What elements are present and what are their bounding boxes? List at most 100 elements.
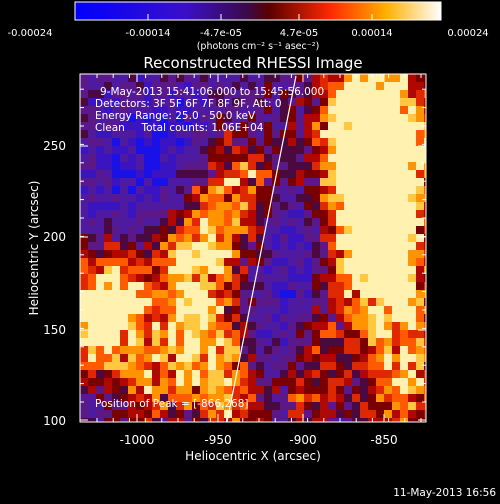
image-pixel <box>288 98 296 106</box>
image-pixel <box>232 90 240 98</box>
image-pixel <box>208 98 216 106</box>
image-pixel <box>296 114 304 122</box>
image-pixel <box>224 82 232 90</box>
image-pixel <box>392 98 400 106</box>
image-pixel <box>200 154 208 162</box>
image-pixel <box>392 274 400 282</box>
image-pixel <box>424 74 426 82</box>
image-pixel <box>136 242 144 250</box>
image-pixel <box>144 106 152 114</box>
image-pixel <box>344 418 352 422</box>
image-pixel <box>344 234 352 242</box>
image-pixel <box>256 418 264 422</box>
image-pixel <box>216 202 224 210</box>
image-pixel <box>288 138 296 146</box>
image-pixel <box>160 306 168 314</box>
image-pixel <box>392 90 400 98</box>
image-pixel <box>200 106 208 114</box>
image-pixel <box>384 282 392 290</box>
image-pixel <box>240 282 248 290</box>
image-pixel <box>384 338 392 346</box>
y-tick-label: 150 <box>43 323 66 337</box>
image-pixel <box>240 210 248 218</box>
image-pixel <box>200 146 208 154</box>
image-pixel <box>416 346 424 354</box>
info-clean: Clean Total counts: 1.06E+04 <box>95 122 264 134</box>
image-pixel <box>120 82 128 90</box>
image-pixel <box>288 130 296 138</box>
image-pixel <box>216 330 224 338</box>
image-pixel <box>88 74 96 82</box>
image-pixel <box>104 242 112 250</box>
image-pixel <box>144 394 152 402</box>
image-pixel <box>176 346 184 354</box>
image-pixel <box>304 154 312 162</box>
image-pixel <box>408 170 416 178</box>
image-pixel <box>160 186 168 194</box>
image-pixel <box>192 226 200 234</box>
image-pixel <box>272 370 280 378</box>
image-pixel <box>328 178 336 186</box>
image-pixel <box>360 218 368 226</box>
image-pixel <box>216 282 224 290</box>
image-pixel <box>112 410 120 418</box>
image-pixel <box>264 266 272 274</box>
image-pixel <box>112 186 120 194</box>
image-pixel <box>256 226 264 234</box>
image-pixel <box>320 114 328 122</box>
image-pixel <box>184 178 192 186</box>
image-pixel <box>248 138 256 146</box>
image-pixel <box>256 306 264 314</box>
image-pixel <box>152 122 160 130</box>
image-pixel <box>384 114 392 122</box>
image-pixel <box>184 386 192 394</box>
image-pixel <box>392 258 400 266</box>
image-pixel <box>368 290 376 298</box>
image-pixel <box>368 90 376 98</box>
image-pixel <box>184 218 192 226</box>
image-pixel <box>376 234 384 242</box>
image-pixel <box>152 298 160 306</box>
image-pixel <box>80 290 88 298</box>
image-pixel <box>184 370 192 378</box>
image-pixel <box>304 314 312 322</box>
image-pixel <box>392 338 400 346</box>
image-pixel <box>144 322 152 330</box>
image-pixel <box>368 234 376 242</box>
image-pixel <box>368 130 376 138</box>
image-pixel <box>192 122 200 130</box>
image-pixel <box>96 338 104 346</box>
image-pixel <box>184 146 192 154</box>
image-pixel <box>192 274 200 282</box>
image-pixel <box>392 106 400 114</box>
image-pixel <box>400 402 408 410</box>
image-pixel <box>368 146 376 154</box>
image-pixel <box>408 410 416 418</box>
image-pixel <box>184 250 192 258</box>
image-pixel <box>400 266 408 274</box>
image-pixel <box>360 418 368 422</box>
image-pixel <box>304 290 312 298</box>
image-pixel <box>208 82 216 90</box>
image-pixel <box>408 106 416 114</box>
image-pixel <box>128 226 136 234</box>
image-pixel <box>152 330 160 338</box>
image-pixel <box>312 322 320 330</box>
image-pixel <box>232 122 240 130</box>
image-pixel <box>200 194 208 202</box>
image-pixel <box>256 82 264 90</box>
image-pixel <box>352 242 360 250</box>
image-pixel <box>264 130 272 138</box>
image-pixel <box>208 282 216 290</box>
image-pixel <box>216 322 224 330</box>
image-pixel <box>176 362 184 370</box>
image-pixel <box>104 362 112 370</box>
image-pixel <box>200 306 208 314</box>
image-pixel <box>232 322 240 330</box>
image-pixel <box>416 282 424 290</box>
image-pixel <box>120 98 128 106</box>
image-pixel <box>176 146 184 154</box>
image-pixel <box>120 370 128 378</box>
image-pixel <box>360 114 368 122</box>
image-pixel <box>360 354 368 362</box>
